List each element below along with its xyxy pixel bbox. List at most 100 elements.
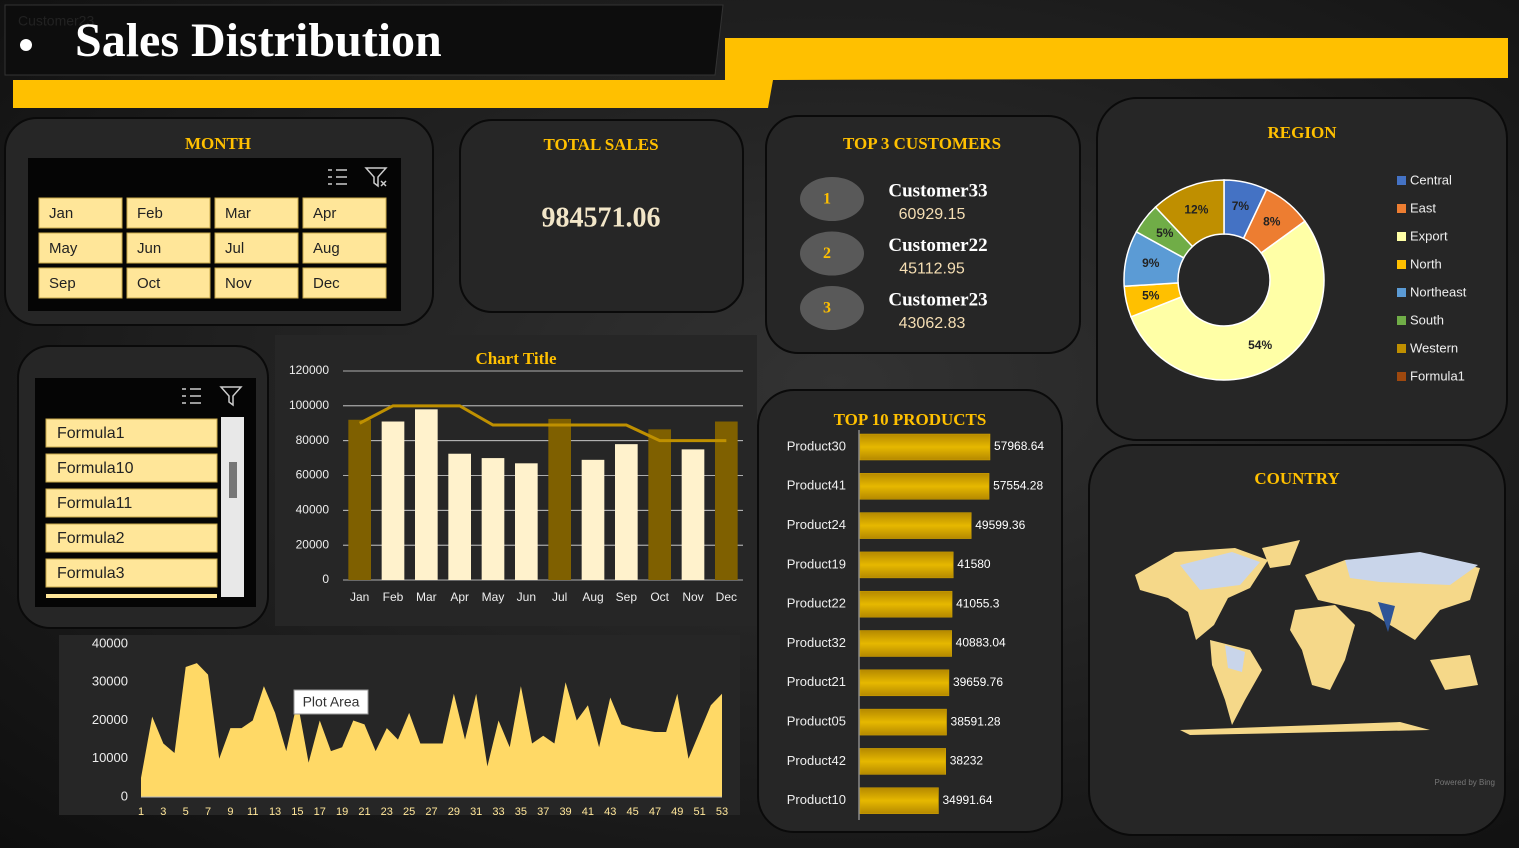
x-tick-label: 33: [492, 806, 504, 818]
slicer-label[interactable]: Oct: [137, 275, 161, 292]
panel-title: COUNTRY: [1254, 469, 1339, 488]
x-tick-label: May: [482, 590, 505, 604]
rank-badge: [800, 177, 864, 221]
y-tick-label: 60000: [296, 468, 330, 482]
slicer-button[interactable]: [38, 197, 123, 229]
legend-label: Central: [1410, 172, 1452, 187]
legend-label: Formula1: [1410, 368, 1465, 383]
slicer-label[interactable]: Mar: [225, 205, 251, 222]
slicer-label[interactable]: Aug: [313, 240, 340, 257]
slicer-label[interactable]: Nov: [225, 275, 252, 292]
scroll-thumb[interactable]: [229, 462, 237, 498]
scrollbar[interactable]: [221, 417, 244, 597]
tooltip-box: [293, 689, 369, 715]
customer-name: Customer23: [888, 289, 987, 310]
y-tick-label: 80000: [296, 433, 330, 447]
x-tick-label: Mar: [416, 590, 437, 604]
x-tick-label: 49: [671, 806, 683, 818]
chart-title: REGION: [1268, 123, 1338, 142]
x-tick-label: 45: [626, 806, 638, 818]
slicer-label[interactable]: Jul: [225, 240, 244, 257]
slicer-label[interactable]: Feb: [137, 205, 163, 222]
x-tick-label: 47: [649, 806, 661, 818]
rank: 2: [823, 245, 831, 262]
x-tick-label: 23: [381, 806, 393, 818]
slicer-button[interactable]: [302, 197, 387, 229]
slicer-button[interactable]: [45, 453, 218, 483]
y-tick-label: Product30: [787, 438, 846, 453]
slicer-label[interactable]: Apr: [313, 205, 336, 222]
slicer-label[interactable]: May: [49, 240, 78, 257]
slicer-label[interactable]: Jun: [137, 240, 161, 257]
slicer-button[interactable]: [45, 523, 218, 553]
slicer-button[interactable]: [45, 488, 218, 518]
legend-swatch: [1397, 204, 1406, 213]
slicer-label[interactable]: Dec: [313, 275, 340, 292]
x-tick-label: 9: [227, 806, 233, 818]
slicer-button[interactable]: [45, 418, 218, 448]
slicer-label[interactable]: Sep: [49, 275, 76, 292]
bar: [859, 630, 952, 657]
value-label: 5%: [1142, 289, 1160, 303]
slicer-button[interactable]: [45, 558, 218, 588]
x-tick-label: 7: [205, 806, 211, 818]
slicer-label[interactable]: Jan: [49, 205, 73, 222]
rank-badge: [800, 231, 864, 276]
bar: [859, 669, 950, 697]
value-label: 41055.3: [956, 596, 1000, 610]
legend-label: East: [1410, 200, 1436, 215]
slicer-button[interactable]: [126, 267, 211, 299]
value-label: 40883.04: [956, 636, 1006, 650]
header-banner: [4, 4, 724, 76]
value-label: 34991.64: [942, 793, 992, 807]
slicer-button[interactable]: [38, 267, 123, 299]
value-label: 49599.36: [975, 518, 1025, 532]
y-tick-label: 30000: [92, 674, 128, 689]
y-tick-label: Product19: [787, 556, 846, 571]
y-tick-label: Product22: [787, 596, 846, 611]
x-tick-label: Sep: [616, 590, 638, 604]
slicer-button[interactable]: [126, 197, 211, 229]
chart-title: TOP 10 PRODUCTS: [834, 410, 987, 429]
tooltip: Plot Area: [303, 694, 360, 710]
x-tick-label: 19: [336, 806, 348, 818]
x-tick-label: 27: [425, 806, 437, 818]
y-tick-label: 120000: [289, 363, 329, 377]
slicer-label[interactable]: Formula2: [57, 530, 125, 547]
y-tick-label: 0: [322, 572, 329, 586]
x-tick-label: 5: [183, 806, 189, 818]
slicer-label[interactable]: Formula1: [57, 425, 125, 442]
slicer-icons: [328, 167, 388, 188]
slicer-button[interactable]: [126, 232, 211, 264]
pie-slice: [1130, 220, 1325, 381]
x-tick-label: 11: [247, 806, 258, 818]
value-label: 41580: [957, 557, 991, 571]
value-label: 7%: [1232, 199, 1250, 213]
x-tick-label: 53: [716, 806, 728, 818]
bar: [581, 459, 605, 580]
slicer-button[interactable]: [214, 232, 299, 264]
bar: [859, 748, 946, 775]
bar: [859, 473, 990, 500]
slicer-button[interactable]: [214, 267, 299, 299]
y-tick-label: 10000: [92, 750, 128, 765]
slicer-button[interactable]: [302, 232, 387, 264]
value-label: 38232: [950, 754, 984, 768]
slicer-label[interactable]: Formula3: [57, 565, 125, 582]
slicer-button[interactable]: [38, 232, 123, 264]
slicer-label[interactable]: Formula11: [57, 495, 132, 512]
x-tick-label: Jun: [517, 590, 536, 604]
y-tick-label: Product10: [787, 792, 846, 807]
legend-swatch: [1397, 232, 1406, 241]
slicer-icons: [182, 386, 243, 407]
slicer-label[interactable]: Formula10: [57, 460, 134, 477]
slicer-button[interactable]: [214, 197, 299, 229]
value-label: 8%: [1263, 214, 1281, 228]
x-tick-label: 51: [694, 806, 706, 818]
legend-swatch: [1397, 176, 1406, 185]
slicer-button[interactable]: [302, 267, 387, 299]
customer-sales: 60929.15: [899, 206, 966, 223]
area: [141, 663, 722, 797]
customer-name: Customer33: [888, 180, 987, 201]
